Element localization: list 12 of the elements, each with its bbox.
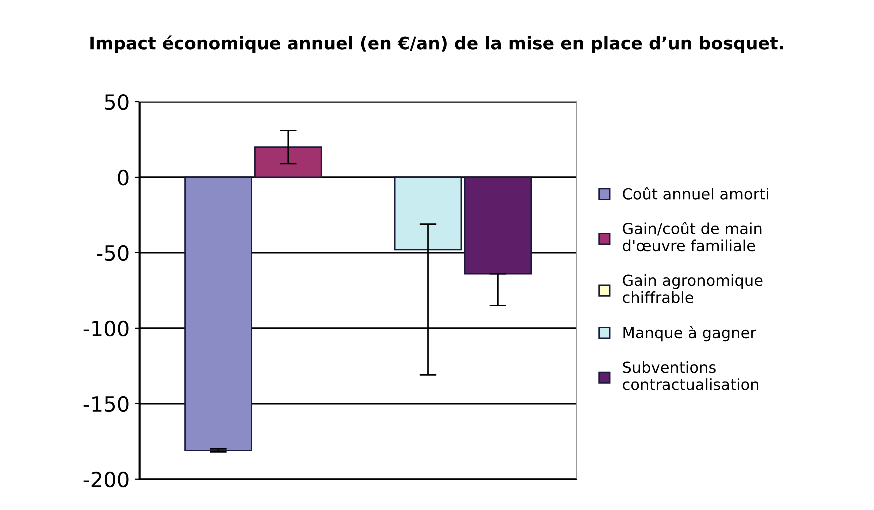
- y-tick-label: -150: [84, 396, 129, 412]
- y-tick-label: -200: [84, 472, 129, 488]
- y-tick-label: 50: [105, 94, 129, 110]
- legend-label: Gain/coût de main d'œuvre familiale: [623, 222, 762, 252]
- legend-label: Subventions contractualisation: [623, 361, 759, 390]
- legend-label: Coût annuel amorti: [623, 187, 768, 200]
- chart-title: Impact économique annuel (en €/an) de la mise en place d’un bosquet.: [90, 36, 784, 54]
- legend-label: Gain agronomique chiffrable: [623, 274, 763, 304]
- y-tick-label: -50: [97, 245, 129, 262]
- y-tick-label: 0: [118, 170, 129, 186]
- y-tick-label: -100: [84, 320, 129, 337]
- legend-label: Manque à gagner: [624, 326, 756, 342]
